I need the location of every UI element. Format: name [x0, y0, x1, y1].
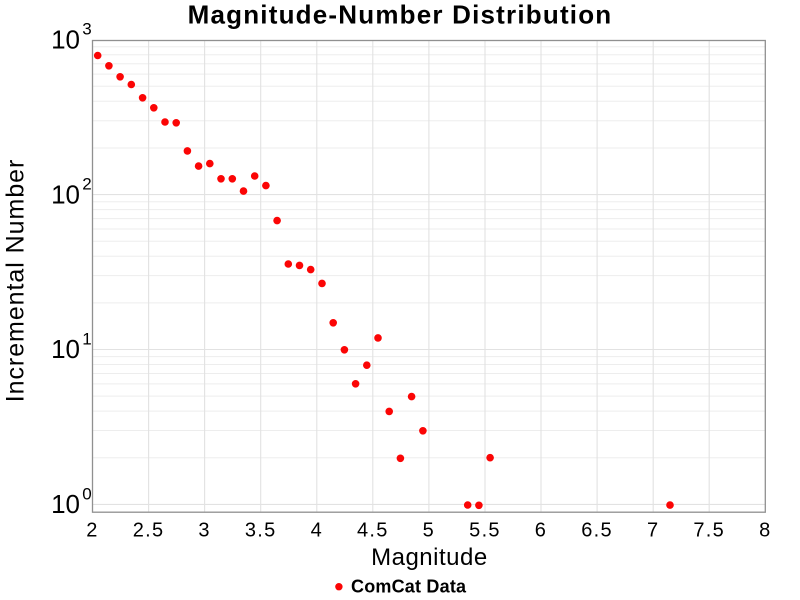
svg-text:3.5: 3.5	[245, 519, 277, 541]
svg-text:Magnitude-Number Distribution: Magnitude-Number Distribution	[188, 0, 613, 29]
svg-text:6: 6	[535, 519, 547, 541]
svg-text:1: 1	[82, 330, 91, 349]
svg-text:0: 0	[82, 484, 91, 503]
svg-text:4.5: 4.5	[357, 519, 389, 541]
svg-text:Incremental Number: Incremental Number	[1, 159, 29, 403]
svg-text:2: 2	[82, 175, 91, 194]
svg-text:6.5: 6.5	[581, 519, 613, 541]
svg-text:ComCat Data: ComCat Data	[351, 576, 467, 596]
svg-text:10: 10	[51, 179, 80, 209]
svg-text:5: 5	[423, 519, 435, 541]
svg-text:4: 4	[311, 519, 323, 541]
svg-text:10: 10	[51, 489, 80, 519]
svg-text:8: 8	[759, 519, 771, 541]
svg-text:3: 3	[198, 519, 210, 541]
svg-text:2.5: 2.5	[133, 519, 165, 541]
svg-text:5.5: 5.5	[469, 519, 501, 541]
svg-text:7.5: 7.5	[693, 519, 725, 541]
svg-text:7: 7	[647, 519, 659, 541]
svg-text:2: 2	[86, 519, 98, 541]
svg-text:10: 10	[51, 24, 80, 54]
svg-text:Magnitude: Magnitude	[371, 544, 488, 571]
svg-text:10: 10	[51, 334, 80, 364]
svg-text:3: 3	[82, 20, 91, 39]
